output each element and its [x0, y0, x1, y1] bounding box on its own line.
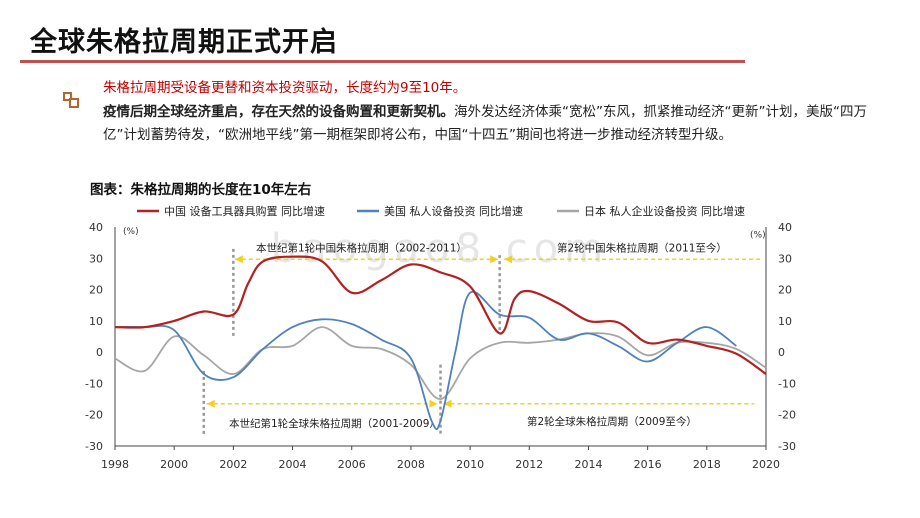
- annotation-global-cycle2: 第2轮全球朱格拉周期（2009至今）: [527, 415, 697, 428]
- y-tick-right-5: -10: [778, 377, 796, 390]
- global-cycle2-arrow-head-left: [443, 399, 452, 408]
- legend-label-2: 日本 私人企业设备投资 同比增速: [584, 204, 745, 218]
- x-tick-5: 2008: [397, 458, 425, 471]
- y-tick-left-0: 40: [89, 221, 103, 234]
- x-tick-0: 1998: [101, 458, 129, 471]
- x-tick-4: 2006: [338, 458, 366, 471]
- x-tick-11: 2020: [752, 458, 780, 471]
- y-tick-left-2: 20: [89, 284, 103, 297]
- x-tick-7: 2012: [515, 458, 543, 471]
- x-tick-2: 2002: [219, 458, 247, 471]
- y-tick-right-6: -20: [778, 409, 796, 422]
- legend-label-1: 美国 私人设备投资 同比增速: [384, 204, 523, 218]
- y-tick-right-3: 10: [778, 315, 792, 328]
- y-tick-left-1: 30: [89, 252, 103, 265]
- x-tick-10: 2018: [693, 458, 721, 471]
- china-cycle1-arrow-head-right: [490, 255, 499, 264]
- x-tick-6: 2010: [456, 458, 484, 471]
- y-tick-left-7: -30: [85, 440, 103, 453]
- annotation-global-cycle1: 本世纪第1轮全球朱格拉周期（2001-2009）: [229, 417, 440, 430]
- y-tick-left-3: 10: [89, 315, 103, 328]
- series-line-japan: [114, 326, 767, 400]
- x-tick-8: 2014: [574, 458, 602, 471]
- y-tick-left-5: -10: [85, 377, 103, 390]
- y-unit-left: (%): [123, 227, 139, 237]
- y-tick-left-6: -20: [85, 409, 103, 422]
- summary-bold-lead: 疫情后期全球经济重启，存在天然的设备购置和更新契机。: [103, 104, 454, 120]
- summary-highlight: 朱格拉周期受设备更替和资本投资驱动，长度约为9至10年。: [103, 80, 467, 96]
- page-title: 全球朱格拉周期正式开启: [30, 27, 338, 58]
- summary-paragraph: 疫情后期全球经济重启，存在天然的设备购置和更新契机。海外发达经济体乘“宽松”东风…: [103, 101, 873, 147]
- annotation-china-cycle1: 本世纪第1轮中国朱格拉周期（2002-2011）: [256, 242, 467, 255]
- y-tick-right-7: -30: [778, 440, 796, 453]
- china-cycle2-arrow-head-left: [504, 255, 513, 264]
- x-tick-1: 2000: [160, 458, 188, 471]
- legend-label-0: 中国 设备工具器具购置 同比增速: [164, 204, 325, 218]
- series-line-china: [114, 255, 767, 375]
- global-cycle1-arrow-head-right: [429, 399, 438, 408]
- x-tick-9: 2016: [634, 458, 662, 471]
- series-line-us: [114, 290, 737, 431]
- y-tick-right-4: 0: [778, 346, 785, 359]
- y-tick-left-4: 0: [96, 346, 103, 359]
- x-tick-3: 2004: [279, 458, 307, 471]
- y-tick-right-2: 20: [778, 284, 792, 297]
- y-tick-right-0: 40: [778, 221, 792, 234]
- chart-title: 图表：朱格拉周期的长度在10年左右: [90, 182, 312, 198]
- y-tick-right-1: 30: [778, 252, 792, 265]
- global-cycle1-arrow-head-left: [206, 399, 215, 408]
- y-unit-right: (%): [750, 230, 766, 240]
- summary-body-text: 海外发达经济体乘“宽松”东风，抓紧推动经济“更新”计划，美版“四万亿”计划蓄势待…: [103, 104, 867, 143]
- annotation-china-cycle2: 第2轮中国朱格拉周期（2011至今）: [557, 242, 727, 255]
- title-divider: [20, 60, 745, 63]
- bullet-squares-icon: [63, 92, 81, 110]
- china-cycle1-arrow-head-left: [234, 255, 243, 264]
